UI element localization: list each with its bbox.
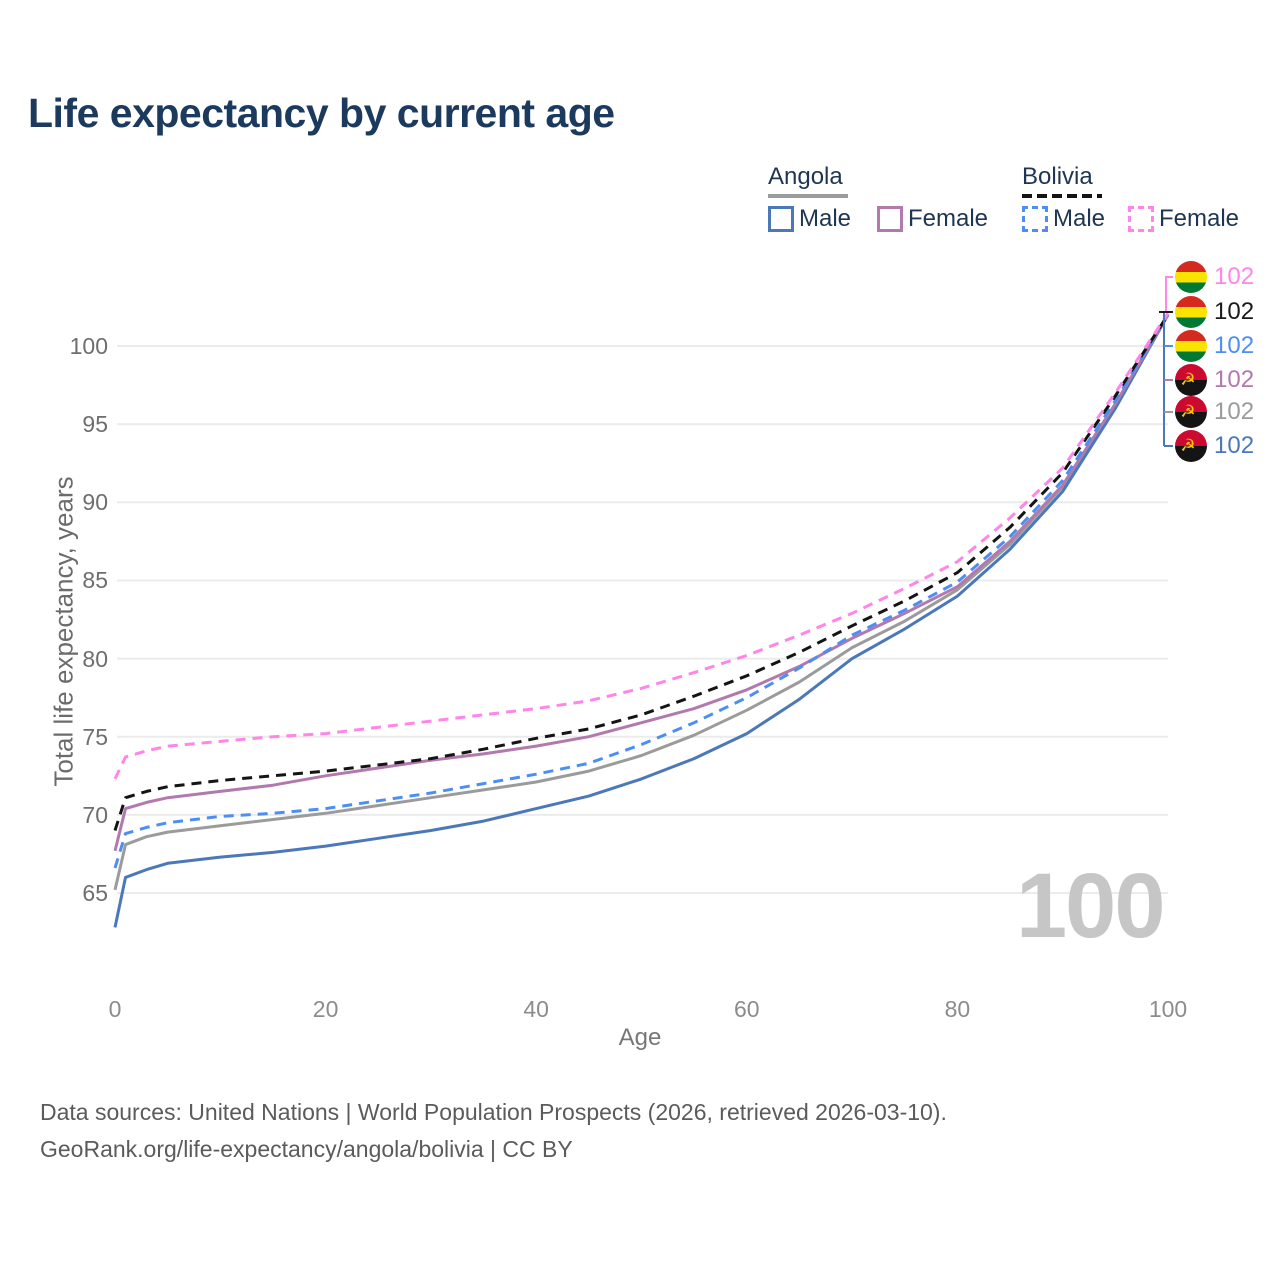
- footer-data-sources: Data sources: United Nations | World Pop…: [40, 1099, 947, 1125]
- legend-group-title-bolivia: Bolivia: [1022, 163, 1102, 198]
- y-tick-label-100: 100: [69, 333, 108, 360]
- end-label-row-bolivia-both-sexes: 102: [1175, 296, 1254, 328]
- series-line-bolivia-female: [113, 312, 1170, 780]
- y-tick-label-85: 85: [82, 567, 108, 594]
- series-line-angola-male: [113, 314, 1170, 928]
- legend-swatch-icon: [877, 206, 903, 232]
- end-label-row-bolivia-male: 102: [1175, 330, 1254, 362]
- angola-flag-icon: ☭: [1175, 396, 1207, 428]
- end-value: 102: [1214, 263, 1255, 290]
- bolivia-flag-icon: [1175, 330, 1207, 362]
- y-tick-label-70: 70: [82, 801, 108, 828]
- hover-age-watermark: 100: [1016, 855, 1166, 957]
- legend-swatch-icon: [1022, 206, 1048, 232]
- x-tick-label-40: 40: [523, 996, 549, 1022]
- end-value: 102: [1214, 398, 1255, 425]
- x-tick-label-80: 80: [944, 996, 971, 1022]
- end-value: 102: [1214, 298, 1255, 325]
- legend-item-angola-male[interactable]: Male: [768, 205, 851, 233]
- x-axis-title: Age: [618, 1024, 662, 1051]
- angola-flag-icon: ☭: [1175, 364, 1207, 396]
- angola-emblem-icon: ☭: [1180, 401, 1196, 421]
- legend-item-label: Female: [1159, 205, 1240, 232]
- bolivia-flag-icon: [1175, 296, 1207, 328]
- series-line-bolivia-male: [113, 314, 1170, 869]
- legend-item-angola-female[interactable]: Female: [877, 205, 988, 233]
- x-tick-label-20: 20: [312, 996, 339, 1022]
- leader-bolivia-female: [1165, 276, 1173, 313]
- x-tick-label-0: 0: [108, 996, 122, 1022]
- series-line-angola-both-sexes: [113, 314, 1170, 891]
- x-tick-label-100: 100: [1148, 996, 1188, 1022]
- y-tick-label-75: 75: [82, 723, 108, 750]
- end-label-row-bolivia-female: 102: [1175, 261, 1254, 293]
- legend-underline-angola: [768, 194, 848, 198]
- end-value: 102: [1214, 332, 1255, 359]
- angola-emblem-icon: ☭: [1180, 435, 1196, 455]
- series-line-bolivia-both-sexes: [113, 313, 1170, 831]
- end-label-row-angola-male: ☭ 102: [1175, 430, 1254, 462]
- legend-item-bolivia-female[interactable]: Female: [1128, 205, 1239, 233]
- end-label-row-angola-both-sexes: ☭ 102: [1175, 396, 1254, 428]
- y-tick-label-80: 80: [82, 645, 108, 672]
- y-tick-label-90: 90: [82, 489, 108, 516]
- end-value: 102: [1214, 432, 1255, 459]
- angola-flag-icon: ☭: [1175, 430, 1207, 462]
- y-tick-label-65: 65: [82, 880, 108, 906]
- legend-group-title-angola: Angola: [768, 163, 848, 198]
- footer: Data sources: United Nations | World Pop…: [40, 1094, 1190, 1169]
- legend-item-bolivia-male[interactable]: Male: [1022, 205, 1105, 233]
- legend-item-label: Male: [1053, 205, 1106, 232]
- footer-attribution: GeoRank.org/life-expectancy/angola/boliv…: [40, 1136, 573, 1163]
- end-value: 102: [1214, 366, 1255, 393]
- x-tick-label-60: 60: [734, 996, 760, 1022]
- y-tick-label-95: 95: [82, 411, 108, 438]
- legend-swatch-icon: [768, 206, 794, 232]
- angola-emblem-icon: ☭: [1180, 369, 1196, 389]
- legend-item-label: Female: [908, 205, 989, 232]
- page-title: Life expectancy by current age: [28, 90, 615, 136]
- legend-item-label: Male: [799, 205, 852, 232]
- legend-underline-bolivia: [1022, 194, 1102, 198]
- legend-swatch-icon: [1128, 206, 1154, 232]
- series-line-angola-female: [113, 314, 1170, 852]
- end-label-row-angola-female: ☭ 102: [1175, 364, 1254, 396]
- bolivia-flag-icon: [1175, 261, 1207, 293]
